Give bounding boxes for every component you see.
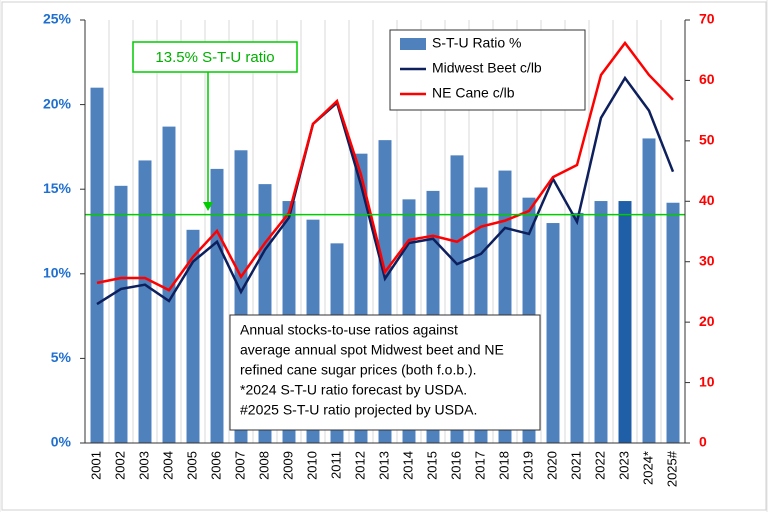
y2-tick-label: 0	[699, 434, 707, 450]
x-tick-label: 2006	[208, 451, 223, 480]
line	[96, 75, 675, 306]
x-tick-label: 2007	[232, 451, 247, 480]
x-tick-label: 2019	[520, 451, 535, 480]
bar	[114, 185, 128, 444]
y2-tick-label: 60	[699, 71, 715, 87]
x-tick-label: 2001	[88, 451, 103, 480]
legend-label: NE Cane c/lb	[432, 85, 515, 101]
x-tick-label: 2004	[160, 451, 175, 480]
bar	[162, 126, 176, 443]
y-tick-label: 5%	[51, 349, 72, 365]
bar	[186, 229, 200, 443]
x-tick-label: 2014	[400, 451, 415, 480]
x-tick-label: 2012	[352, 451, 367, 480]
note-line: average annual spot Midwest beet and NE	[240, 342, 504, 358]
x-tick-label: 2022	[592, 451, 607, 480]
note-box	[229, 314, 541, 431]
x-tick-label: 2020	[544, 451, 559, 480]
note-line: Annual stocks-to-use ratios against	[240, 322, 458, 338]
y2-tick-label: 50	[699, 132, 715, 148]
x-tick-label: 2025#	[664, 450, 679, 487]
x-tick-label: 2017	[472, 451, 487, 480]
y-tick-label: 20%	[43, 95, 72, 111]
line	[96, 40, 674, 292]
reference-label: 13.5% S-T-U ratio	[155, 49, 274, 66]
bar	[138, 160, 152, 443]
bar	[90, 87, 104, 444]
bar	[666, 202, 680, 443]
y-tick-label: 10%	[43, 265, 72, 281]
y2-tick-label: 40	[699, 192, 715, 208]
y-tick-label: 15%	[43, 180, 72, 196]
x-tick-label: 2011	[328, 451, 343, 479]
note-line: #2025 S-T-U ratio projected by USDA.	[240, 402, 477, 418]
x-tick-label: 2002	[112, 451, 127, 480]
arrow-head	[203, 202, 213, 211]
x-tick-label: 2016	[448, 451, 463, 480]
y2-tick-label: 30	[699, 252, 715, 268]
x-tick-label: 2024*	[640, 451, 655, 485]
x-tick-label: 2021	[568, 451, 583, 480]
bar	[546, 223, 560, 443]
bar	[570, 212, 584, 443]
y2-tick-label: 20	[699, 313, 715, 329]
y2-tick-label: 70	[699, 11, 715, 27]
y-tick-label: 25%	[43, 11, 72, 27]
bar	[618, 201, 632, 443]
legend-label: Midwest Beet c/lb	[432, 60, 542, 76]
bar	[210, 168, 224, 443]
x-tick-label: 2018	[496, 451, 511, 480]
legend-swatch	[400, 38, 426, 50]
y-tick-label: 0%	[51, 434, 72, 450]
x-tick-label: 2023	[616, 451, 631, 480]
x-tick-label: 2009	[280, 451, 295, 480]
x-tick-label: 2008	[256, 451, 271, 480]
x-tick-label: 2003	[136, 451, 151, 480]
note-line: refined cane sugar prices (both f.o.b.).	[240, 362, 477, 378]
reference-label-box	[132, 41, 298, 73]
x-tick-label: 2005	[184, 451, 199, 480]
note-line: *2024 S-T-U ratio forecast by USDA.	[240, 382, 467, 398]
y2-tick-label: 10	[699, 373, 715, 389]
x-tick-label: 2015	[424, 451, 439, 480]
bar	[642, 138, 656, 443]
x-tick-label: 2013	[376, 451, 391, 480]
bar	[594, 201, 608, 443]
x-tick-label: 2010	[304, 451, 319, 480]
legend-label: S-T-U Ratio %	[432, 35, 521, 51]
